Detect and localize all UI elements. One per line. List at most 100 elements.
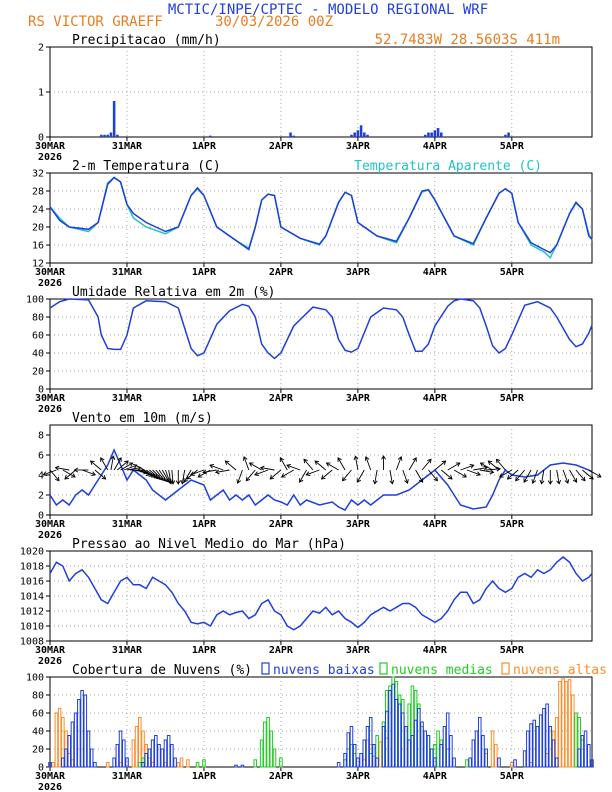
panel-frame [49, 676, 593, 768]
wind-vector-head [269, 475, 275, 480]
cloud-bar [173, 757, 177, 768]
y-tick-label: 4 [38, 471, 44, 482]
cloud-bar [112, 757, 116, 768]
y-tick-label: 16 [32, 241, 44, 252]
wind-vector-head [564, 479, 570, 485]
wind-vector-head [314, 460, 320, 465]
cloud-bar [394, 699, 399, 768]
cloud-bar [170, 744, 174, 768]
cloud-bar [141, 762, 145, 768]
series-line-pressure [49, 556, 593, 631]
wind-vector-head [479, 462, 485, 467]
wind-vector [421, 458, 432, 471]
x-tick-label: 1APR [192, 267, 217, 278]
wind-vector [299, 469, 307, 483]
x-tick-label: 5APR [500, 393, 525, 404]
panel-frame [49, 172, 593, 264]
wind-vector-head [303, 458, 308, 464]
wind-vector-head [589, 475, 594, 480]
wind-vector-head [433, 476, 438, 482]
wind-vector [90, 460, 102, 471]
precip-bar [423, 134, 427, 137]
cloud-bar [263, 721, 267, 768]
wind-vector [168, 469, 172, 484]
wind-vector-head [117, 457, 122, 462]
wind-vector-head [110, 455, 116, 461]
y-tick-label: 40 [32, 349, 44, 360]
wind-vector [152, 469, 163, 481]
wind-vector [145, 469, 158, 479]
wind-vector [356, 469, 365, 483]
wind-vector [480, 462, 493, 471]
wind-vector [245, 469, 256, 482]
cloud-bar [186, 759, 190, 768]
precip-bar [106, 134, 110, 137]
cloud-bar [449, 735, 453, 768]
wind-vector [473, 467, 488, 471]
cloud-bar [54, 712, 59, 768]
wind-vector [496, 458, 506, 471]
cloud-bar [420, 721, 424, 768]
wind-vector-head [248, 462, 254, 467]
x-tick-year: 2026 [38, 656, 62, 667]
cloud-bar [510, 762, 514, 768]
cloud-bar [452, 757, 456, 768]
wind-vector [286, 464, 301, 471]
y-tick-label: 100 [26, 673, 44, 684]
x-tick-label: 1APR [192, 645, 217, 656]
legend-label: nuvens baixas [273, 663, 375, 678]
wind-vector-head [197, 473, 203, 478]
wind-vector [254, 469, 269, 476]
cloud-bar [548, 726, 553, 768]
y-tick-label: 20 [32, 223, 44, 234]
y-tick-label: 60 [32, 331, 44, 342]
cloud-bar [336, 762, 341, 768]
wind-vector [395, 456, 402, 471]
wind-vector-head [572, 478, 578, 483]
wind-vector-head [259, 465, 265, 471]
x-tick-year: 2026 [38, 152, 62, 163]
cloud-bar [202, 759, 206, 768]
cloud-bar [484, 748, 488, 768]
wind-vector [279, 457, 288, 471]
panel-title-pressure: Pressao ao Nivel Medio do Mar (hPa) [72, 537, 346, 552]
cloud-bar [115, 744, 120, 768]
wind-vector [237, 469, 243, 484]
legend-swatch [379, 662, 388, 675]
cloud-bar [154, 735, 158, 768]
legend-swatch [261, 662, 270, 675]
wind-vector [100, 457, 109, 471]
wind-vector-head [364, 455, 370, 461]
wind-vector [507, 469, 519, 480]
cloud-bar [545, 703, 549, 768]
wind-vector [161, 469, 170, 483]
wind-vector-head [404, 479, 409, 485]
cloud-bar [61, 757, 65, 768]
wind-vector [243, 456, 250, 471]
cloud-bar [567, 679, 572, 768]
cloud-bar [574, 712, 578, 768]
x-tick-label: 1APR [192, 393, 217, 404]
wind-vector [165, 469, 171, 484]
cloud-bar [64, 748, 68, 768]
cloud-bar [577, 748, 581, 768]
wind-vector [149, 469, 161, 480]
cloud-bar [535, 726, 540, 768]
cloud-bar [404, 726, 408, 768]
cloud-bar [413, 719, 418, 768]
panel-title-temp: 2-m Temperatura (C) [72, 159, 221, 174]
cloud-bar [551, 739, 556, 768]
x-tick-label: 3APR [346, 141, 371, 152]
precip-bar [359, 125, 363, 137]
wind-vector [113, 457, 122, 471]
wind-vector-head [245, 476, 251, 482]
wind-vector [249, 462, 262, 471]
x-tick-label: 30MAR [35, 645, 66, 656]
panel-title-clouds: Cobertura de Nuvens (%) [72, 663, 252, 678]
x-tick-label: 2APR [269, 141, 294, 152]
precip-bar [507, 132, 510, 137]
wind-vector [408, 457, 417, 471]
precip-bar [436, 128, 440, 137]
